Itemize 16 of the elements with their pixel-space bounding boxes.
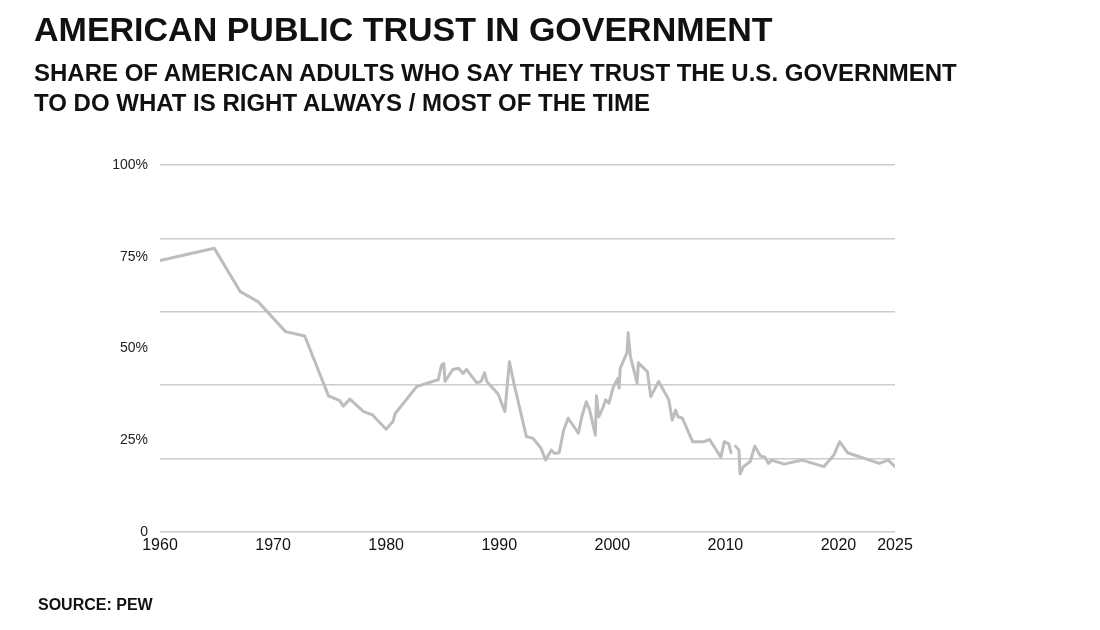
x-tick-label: 2025 [877,536,913,554]
chart-title: AMERICAN PUBLIC TRUST IN GOVERNMENT [34,10,773,49]
x-tick-label: 1980 [368,536,405,554]
source-note: SOURCE: PEW [38,596,153,614]
x-tick-label: 1990 [481,536,518,554]
y-tick-label: 50% [119,339,148,356]
x-tick-label: 2020 [820,536,857,554]
chart-subtitle: SHARE OF AMERICAN ADULTS WHO SAY THEY TRUST THE U.S. GOVERNMENT TO DO WHAT IS RIGHT ALWAYS / MOST OF THE TIME [34,58,958,118]
y-tick-label: 100% [112,155,148,172]
y-tick-label: 75% [119,247,148,264]
x-tick-label: 2000 [594,536,631,554]
y-tick-label: 25% [119,431,148,448]
x-tick-label: 2010 [707,536,744,554]
x-tick-label: 1970 [255,536,291,554]
x-tick-label: 1960 [142,536,178,554]
y-tick-label: 0 [140,522,149,539]
